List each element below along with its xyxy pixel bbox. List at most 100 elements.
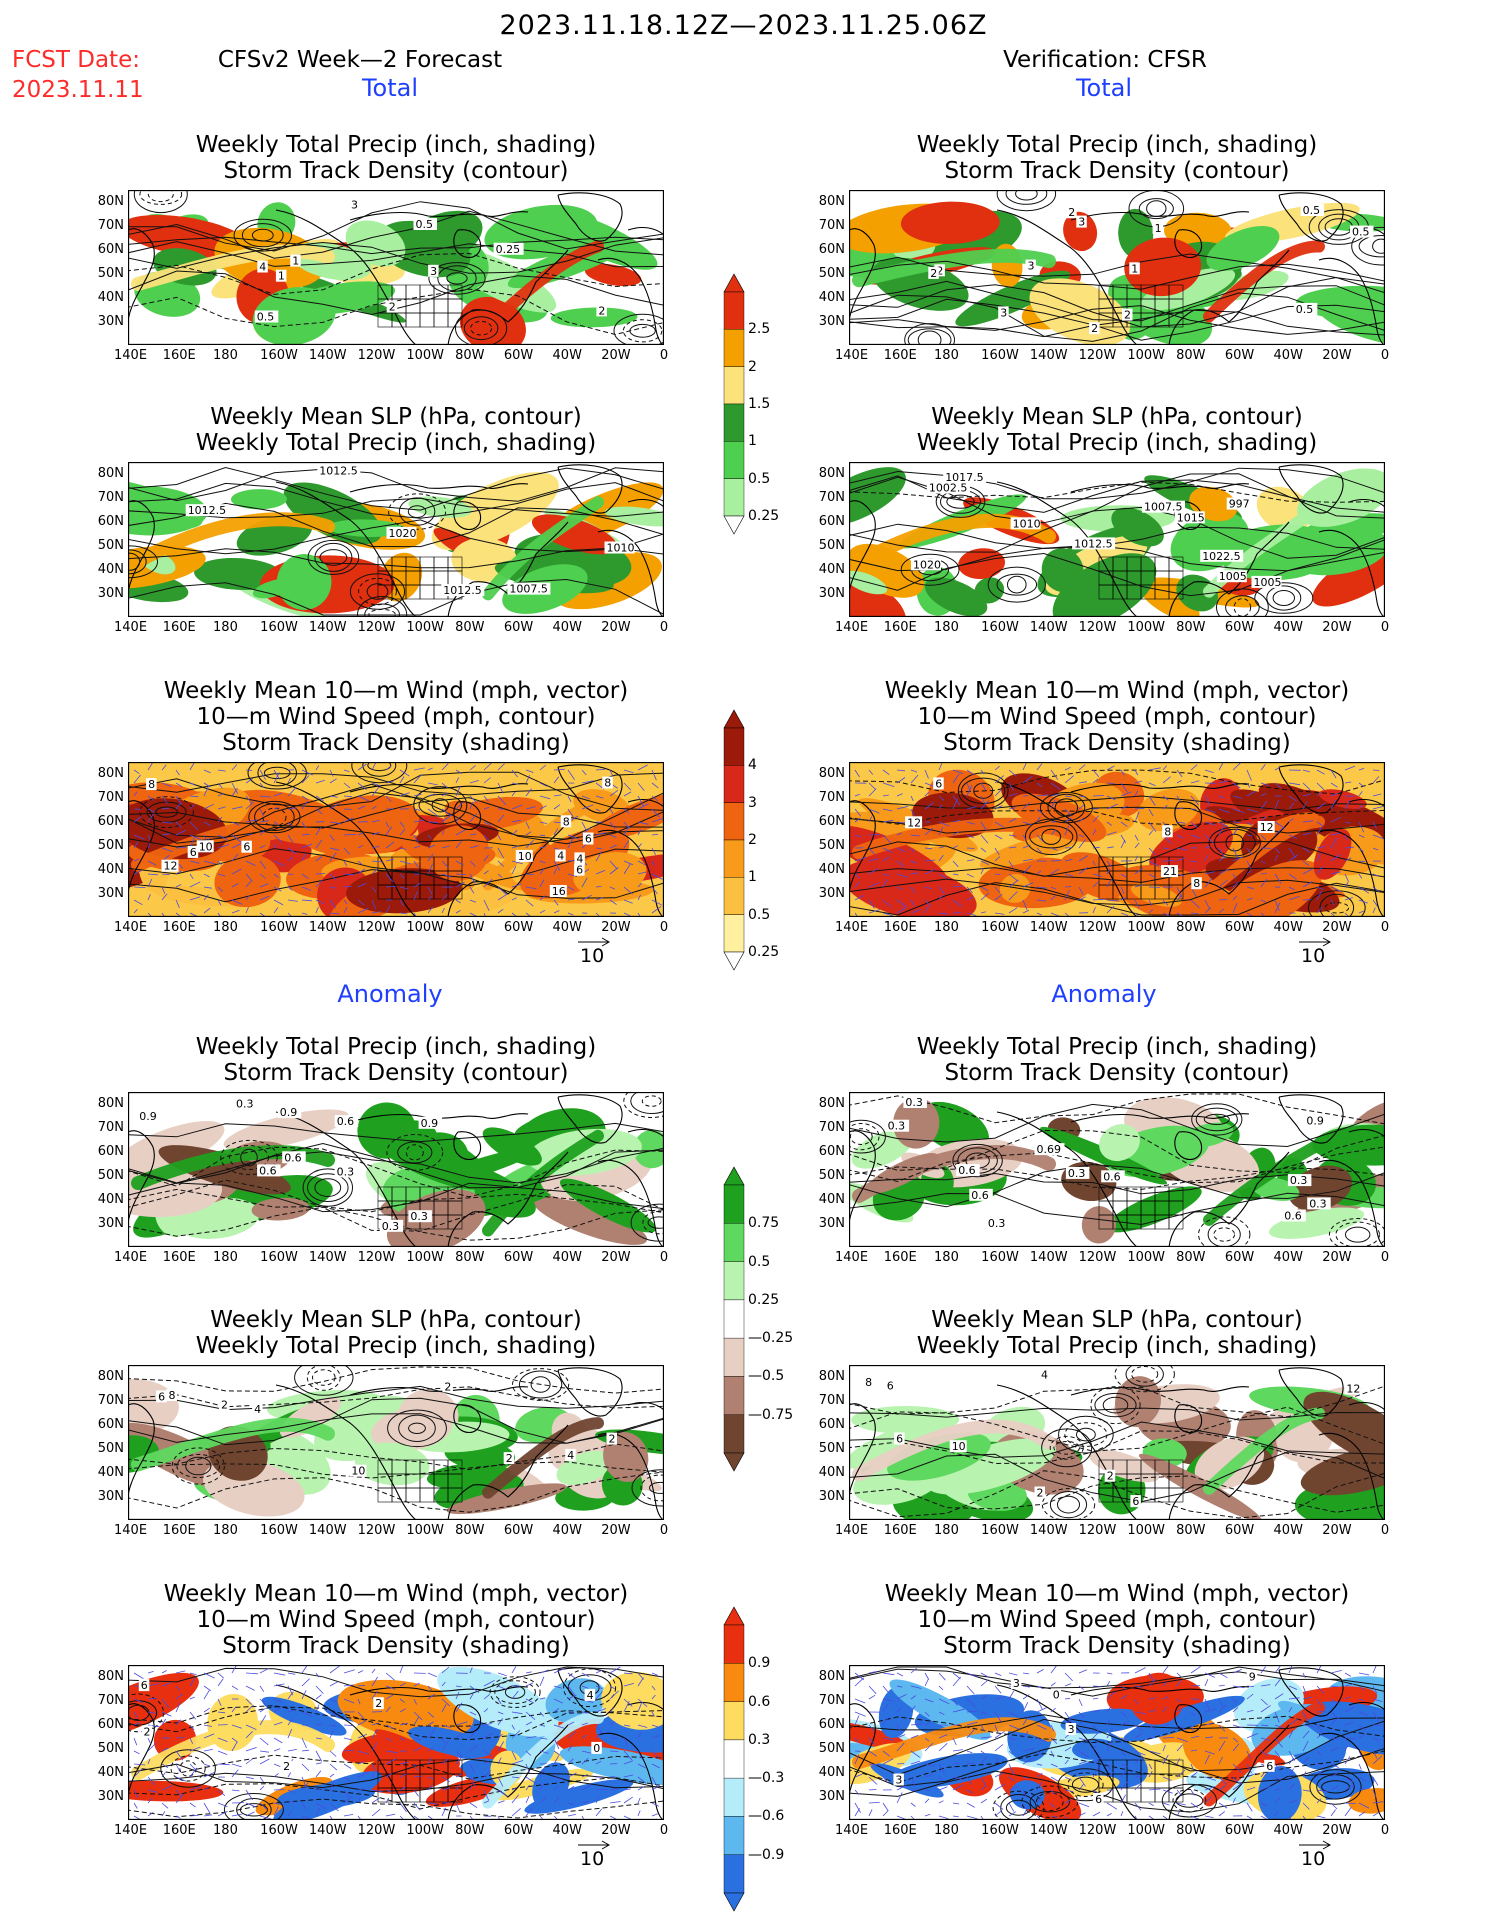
lat-tick-label: 40N	[97, 562, 124, 577]
wind-vector	[1064, 1759, 1069, 1765]
wind-vector	[441, 1681, 446, 1687]
wind-vector	[1008, 860, 1014, 868]
wind-vector	[1120, 873, 1127, 878]
wind-vector	[1148, 830, 1154, 836]
lon-tick-label: 20W	[1322, 1823, 1352, 1838]
wind-vector	[343, 899, 348, 905]
state-boundary	[1168, 1487, 1184, 1503]
contour-line	[849, 506, 1385, 559]
wind-vector	[357, 1733, 368, 1739]
wind-vector	[315, 1762, 322, 1765]
contour-label-bg	[1025, 259, 1036, 272]
lon-tick-label: 80W	[1176, 1250, 1206, 1265]
wind-vector	[1106, 905, 1115, 914]
lon-tick-label: 160W	[260, 920, 298, 935]
contour-line	[849, 1146, 1385, 1184]
contour-label: 0.6	[971, 1189, 989, 1202]
wind-vector	[637, 764, 648, 771]
wind-vector	[1302, 1740, 1309, 1752]
contour-closed	[489, 1676, 541, 1708]
wind-vector	[525, 873, 534, 875]
wind-vector	[1162, 899, 1169, 906]
wind-vector	[868, 1685, 877, 1695]
wind-vector	[924, 1789, 931, 1791]
coastline	[453, 1704, 482, 1734]
wind-vector	[910, 899, 915, 906]
wind-vector	[483, 1723, 492, 1726]
wind-vector	[217, 1737, 228, 1742]
coastline	[128, 500, 155, 593]
wind-vector	[567, 838, 574, 849]
wind-vector	[1120, 1694, 1128, 1700]
forecast-anom-precip-map: 0.30.90.6 0.90.60.30.60.90.30.3	[128, 1092, 664, 1247]
verification-anom-precip-title-line: Storm Track Density (contour)	[944, 1060, 1290, 1086]
wind-vector	[189, 896, 201, 901]
coastline	[627, 226, 664, 236]
wind-vector	[924, 791, 930, 797]
contour-line	[849, 292, 1385, 342]
wind-vector	[896, 805, 908, 810]
contour-closed	[900, 553, 960, 586]
wind-vector	[1106, 1706, 1111, 1713]
wind-vector	[1092, 778, 1099, 784]
contour-label-bg	[1122, 308, 1133, 321]
colorbar-label: 0.25	[748, 508, 780, 524]
contour-label-bg	[317, 464, 361, 477]
wind-vector	[1078, 1812, 1086, 1817]
contour-label-bg	[187, 845, 199, 858]
wind-vector	[287, 834, 294, 843]
wind-vector	[938, 873, 947, 879]
wind-vector	[609, 1788, 618, 1791]
wind-vector	[980, 1798, 988, 1804]
wind-vector	[1232, 895, 1238, 901]
lat-tick-label: 50N	[97, 838, 124, 853]
wind-vector	[994, 1696, 1006, 1700]
wind-vector	[1050, 868, 1060, 875]
wind-vector	[315, 1685, 324, 1694]
wind-vector	[133, 791, 138, 797]
wind-vector	[952, 819, 961, 823]
wind-vector	[595, 1760, 602, 1765]
wind-vector	[469, 873, 476, 884]
lat-tick-label: 50N	[97, 1168, 124, 1183]
shading-band	[1203, 815, 1325, 898]
wind-vector	[1064, 766, 1071, 771]
wind-vector	[651, 769, 657, 781]
wind-vector	[581, 1734, 587, 1739]
wind-vector	[315, 906, 319, 914]
wind-vector	[189, 881, 201, 888]
wind-vector	[1064, 775, 1075, 784]
wind-vector	[1218, 1811, 1226, 1817]
wind-vector	[455, 1750, 463, 1758]
contour-label-bg	[349, 198, 360, 211]
wind-vector	[1008, 1724, 1020, 1730]
wind-vector	[1344, 1706, 1355, 1713]
wind-vector	[273, 899, 284, 906]
contour-label-bg	[1072, 537, 1116, 550]
contour-label: 0.25	[496, 243, 520, 256]
wind-vector	[595, 851, 603, 862]
wind-vector	[567, 795, 572, 803]
wind-vector	[1232, 1782, 1243, 1791]
wind-vector	[301, 912, 308, 915]
wind-vector	[525, 1750, 532, 1756]
wind-vector	[1050, 860, 1061, 862]
lat-tick-label: 70N	[97, 490, 124, 505]
contour-line	[128, 482, 664, 519]
lon-tick-label: 60W	[503, 348, 534, 363]
wind-vector	[147, 1759, 151, 1765]
contour-label-bg	[985, 1217, 1010, 1230]
coastline	[597, 257, 664, 345]
state-boundary	[1168, 1214, 1184, 1230]
wind-vector	[1022, 909, 1030, 914]
wind-vector	[994, 1744, 1004, 1752]
wind-vector	[1162, 847, 1169, 850]
wind-vector	[868, 867, 879, 875]
wind-vector	[301, 800, 308, 810]
wind-vector	[938, 1776, 944, 1782]
wind-vector	[966, 1815, 978, 1820]
contour-label: 1002.5	[929, 482, 968, 495]
wind-vector	[882, 1716, 890, 1726]
wind-vector	[511, 1730, 521, 1739]
contour-closed	[996, 573, 1038, 596]
